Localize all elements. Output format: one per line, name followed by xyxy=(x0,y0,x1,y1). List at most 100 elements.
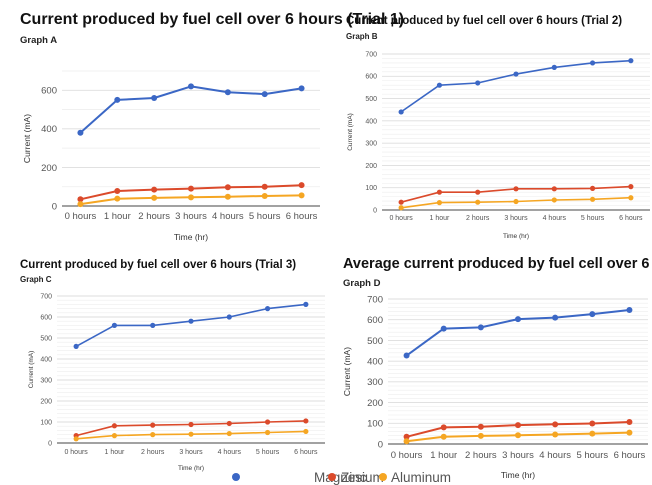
y-tick-label: 300 xyxy=(40,377,52,384)
y-tick-label: 0 xyxy=(378,439,383,450)
data-point-magnesium xyxy=(589,311,596,318)
data-point-magnesium xyxy=(111,322,118,328)
data-point-aluminum xyxy=(188,194,194,201)
y-tick-label: 400 xyxy=(367,356,383,367)
data-point-magnesium xyxy=(114,96,121,103)
x-axis-label: Time (hr) xyxy=(178,465,204,472)
x-tick-label: 6 hours xyxy=(614,450,646,461)
y-tick-label: 0 xyxy=(373,207,377,214)
data-point-aluminum xyxy=(589,430,596,437)
y-tick-label: 600 xyxy=(40,314,52,321)
y-tick-label: 0 xyxy=(48,440,52,447)
data-point-magnesium xyxy=(188,318,194,324)
x-tick-label: 4 hours xyxy=(212,211,244,222)
data-point-magnesium xyxy=(477,324,484,331)
chart-title: Average current produced by fuel cell ov… xyxy=(343,256,652,272)
data-point-zinc xyxy=(475,189,481,195)
x-tick-label: 3 hours xyxy=(504,215,528,222)
data-point-magnesium xyxy=(436,82,443,88)
data-point-zinc xyxy=(589,185,596,191)
legend-marker-aluminum xyxy=(379,473,387,481)
data-point-zinc xyxy=(77,196,84,203)
data-point-aluminum xyxy=(151,194,158,201)
x-tick-label: 1 hour xyxy=(429,215,450,222)
data-point-zinc xyxy=(403,433,410,440)
data-point-aluminum xyxy=(73,436,79,442)
y-tick-label: 200 xyxy=(41,163,57,174)
x-tick-label: 4 hours xyxy=(539,450,571,461)
legend-marker-zinc xyxy=(328,473,336,481)
data-point-zinc xyxy=(224,184,231,191)
y-tick-label: 300 xyxy=(367,377,383,388)
chart-d: Average current produced by fuel cell ov… xyxy=(342,256,652,480)
data-point-zinc xyxy=(436,189,443,195)
y-tick-label: 600 xyxy=(41,86,57,97)
y-tick-label: 700 xyxy=(367,294,383,305)
data-point-magnesium xyxy=(398,109,404,115)
legend-label-zinc: Zinc xyxy=(341,470,367,485)
x-axis-label: Time (hr) xyxy=(501,470,535,480)
data-point-aluminum xyxy=(551,197,557,203)
y-tick-label: 600 xyxy=(365,74,377,81)
chart-subtitle: Graph B xyxy=(346,32,378,41)
x-tick-label: 3 hours xyxy=(502,450,534,461)
data-point-zinc xyxy=(398,199,404,205)
y-tick-label: 400 xyxy=(41,124,57,135)
data-point-zinc xyxy=(188,421,194,428)
data-point-aluminum xyxy=(515,432,521,439)
data-point-zinc xyxy=(188,185,194,192)
data-point-magnesium xyxy=(475,80,481,86)
data-point-aluminum xyxy=(552,431,559,438)
x-tick-label: 5 hours xyxy=(581,215,605,222)
chart-subtitle: Graph C xyxy=(20,275,52,284)
data-point-magnesium xyxy=(150,322,156,328)
y-tick-label: 700 xyxy=(40,293,52,300)
y-tick-label: 500 xyxy=(365,96,377,103)
data-point-magnesium xyxy=(188,83,194,90)
y-tick-label: 100 xyxy=(40,419,52,426)
data-point-zinc xyxy=(303,418,309,424)
data-point-magnesium xyxy=(261,91,268,98)
data-point-magnesium xyxy=(264,306,271,312)
data-point-magnesium xyxy=(73,343,79,349)
data-point-magnesium xyxy=(551,64,557,70)
data-point-zinc xyxy=(264,419,271,425)
data-point-aluminum xyxy=(261,192,268,199)
x-tick-label: 2 hours xyxy=(466,215,490,222)
data-point-aluminum xyxy=(224,193,231,200)
data-point-aluminum xyxy=(513,198,519,205)
x-tick-label: 4 hours xyxy=(218,449,242,456)
legend-label-aluminum: Aluminum xyxy=(391,470,451,485)
data-point-aluminum xyxy=(114,195,121,202)
y-tick-label: 500 xyxy=(40,335,52,342)
data-point-magnesium xyxy=(515,316,521,323)
data-point-aluminum xyxy=(626,429,633,436)
x-axis-label: Time (hr) xyxy=(174,232,208,242)
data-point-aluminum xyxy=(226,430,232,437)
x-tick-label: 2 hours xyxy=(138,211,170,222)
data-point-zinc xyxy=(261,183,268,190)
data-point-zinc xyxy=(151,186,158,193)
y-tick-label: 200 xyxy=(40,398,52,405)
data-point-aluminum xyxy=(150,432,156,438)
data-point-aluminum xyxy=(403,438,410,445)
data-point-aluminum xyxy=(475,199,481,205)
y-tick-label: 400 xyxy=(40,356,52,363)
chart-b: Current produced by fuel cell over 6 hou… xyxy=(346,15,650,240)
data-point-aluminum xyxy=(436,200,443,206)
data-point-magnesium xyxy=(298,85,305,92)
x-tick-label: 4 hours xyxy=(543,215,567,222)
data-point-aluminum xyxy=(477,432,484,439)
data-point-zinc xyxy=(150,422,156,428)
y-axis-label: Current (mA) xyxy=(342,347,352,396)
chart-a: Current produced by fuel cell over 6 hou… xyxy=(20,11,404,242)
data-point-zinc xyxy=(515,422,521,429)
data-point-aluminum xyxy=(188,431,194,437)
x-tick-label: 1 hour xyxy=(104,211,131,222)
x-tick-label: 1 hour xyxy=(104,449,125,456)
data-point-magnesium xyxy=(552,314,559,321)
data-point-aluminum xyxy=(440,433,447,440)
x-tick-label: 0 hours xyxy=(65,211,97,222)
x-tick-label: 2 hours xyxy=(465,450,497,461)
